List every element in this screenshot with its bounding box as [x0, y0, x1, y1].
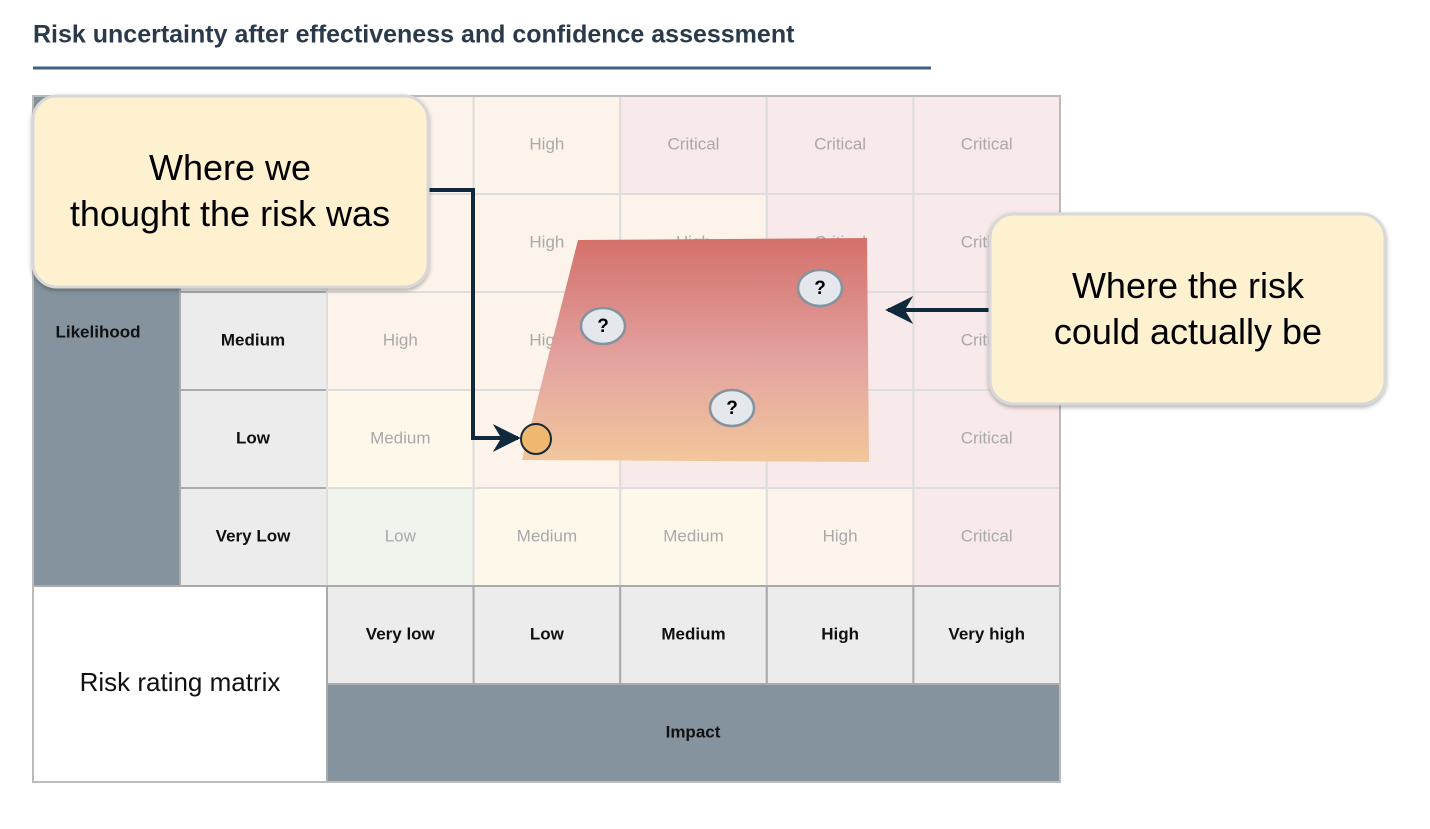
row-header — [179, 389, 328, 489]
uncertainty-area — [522, 238, 869, 462]
cell-label: Critical — [668, 134, 720, 153]
column-label: Very high — [948, 624, 1025, 643]
cell — [619, 95, 768, 195]
cell-label: High — [383, 330, 418, 349]
cell-label: Medium — [370, 428, 430, 447]
matrix-name: Risk rating matrix — [80, 667, 281, 697]
column-label: Very low — [366, 624, 436, 643]
cell — [765, 95, 915, 195]
cell-label: High — [529, 134, 564, 153]
column-label: Low — [530, 624, 565, 643]
question-label: ? — [597, 316, 609, 337]
question-marker — [796, 268, 844, 308]
row-label: Medium — [221, 330, 285, 349]
column-header — [472, 585, 622, 685]
matrix-border — [32, 95, 1061, 783]
question-label: ? — [726, 398, 738, 419]
axis-label: Impact — [666, 722, 721, 741]
column-header — [912, 585, 1062, 685]
cell-label: Critical — [961, 526, 1013, 545]
row-label: Low — [236, 428, 271, 447]
cell — [472, 95, 622, 195]
row-header — [179, 291, 328, 391]
column-label: Medium — [661, 624, 725, 643]
cell-label: Critical — [961, 134, 1013, 153]
name-box — [32, 585, 328, 783]
cell-label: Low — [385, 526, 417, 545]
impact-bar — [326, 683, 1061, 783]
cell-label: Critical — [961, 428, 1013, 447]
markers: ??? — [579, 268, 844, 428]
callout-text: Where we thought the risk was — [70, 147, 390, 234]
callout-text: Where the risk could actually be — [1054, 265, 1322, 352]
callout — [31, 94, 430, 289]
question-marker — [708, 388, 756, 428]
cell — [912, 487, 1062, 587]
original-position — [520, 423, 552, 455]
title: Risk uncertainty after effectiveness and… — [33, 21, 795, 49]
cell-label: High — [823, 526, 858, 545]
cell — [912, 389, 1062, 489]
callout — [988, 212, 1387, 406]
column-label: High — [821, 624, 859, 643]
cell — [472, 487, 622, 587]
cell — [326, 291, 475, 391]
question-marker — [579, 306, 627, 346]
row-label: Very Low — [216, 526, 291, 545]
question-label: ? — [814, 278, 826, 299]
axis-label: Likelihood — [56, 322, 141, 341]
cell-label: Medium — [517, 526, 577, 545]
cell-label: Critical — [814, 134, 866, 153]
cell-label: High — [529, 232, 564, 251]
arrow — [428, 188, 521, 452]
cell-label: Medium — [663, 526, 723, 545]
